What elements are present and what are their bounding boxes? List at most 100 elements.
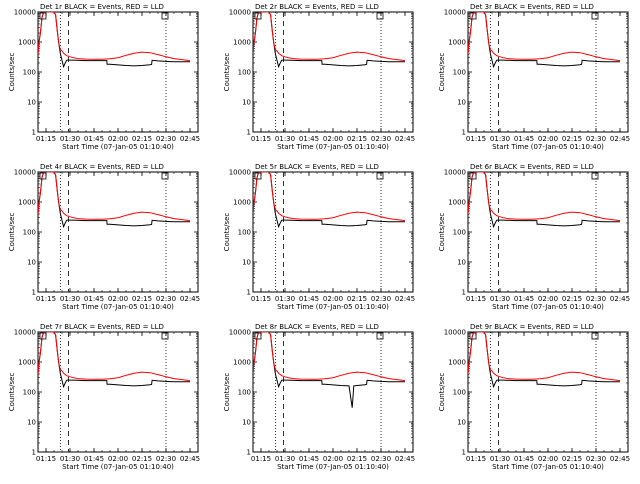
lld-series-line — [468, 12, 621, 62]
lld-series-line — [38, 332, 191, 382]
y-tick-label: 1000 — [18, 359, 36, 367]
x-tick-label: 01:30 — [60, 295, 80, 303]
panel-title: Det 5r BLACK = Events, RED = LLD — [255, 163, 379, 171]
events-series-line — [468, 172, 620, 229]
y-tick-label: 10 — [27, 99, 36, 107]
y-tick-label: 10000 — [14, 9, 36, 17]
y-tick-label: 100 — [23, 229, 36, 237]
y-tick-label: 10 — [27, 259, 36, 267]
axes-frame — [37, 11, 199, 133]
x-axis-label: Start Time (07-Jan-05 01:10:40) — [277, 463, 389, 471]
x-tick-label: 01:15 — [251, 455, 271, 463]
y-axis-label: Counts/sec — [223, 213, 231, 252]
x-tick-label: 01:15 — [251, 295, 271, 303]
lld-series-line — [468, 332, 621, 382]
x-axis-label: Start Time (07-Jan-05 01:10:40) — [62, 143, 174, 151]
y-tick-label: 10000 — [444, 169, 466, 177]
y-tick-label: 10 — [27, 419, 36, 427]
panel-title: Det 9r BLACK = Events, RED = LLD — [470, 323, 594, 331]
y-tick-label: 10000 — [229, 329, 251, 337]
y-tick-label: 100 — [453, 389, 466, 397]
y-tick-label: 1 — [32, 449, 36, 457]
y-axis-label: Counts/sec — [438, 213, 446, 252]
y-tick-label: 1000 — [18, 199, 36, 207]
x-tick-label: 01:45 — [514, 455, 534, 463]
y-tick-label: 1000 — [448, 359, 466, 367]
x-tick-label: 02:45 — [610, 135, 630, 143]
y-axis-label: Counts/sec — [8, 53, 16, 92]
saturation-marker — [161, 332, 169, 340]
x-tick-label: 01:15 — [36, 295, 56, 303]
x-tick-label: 02:30 — [586, 455, 606, 463]
panel: Det 3r BLACK = Events, RED = LLD 1 10 100 10… — [438, 3, 630, 151]
y-tick-label: 1 — [247, 289, 251, 297]
saturation-marker — [591, 172, 599, 180]
x-tick-label: 02:00 — [323, 455, 343, 463]
x-axis-label: Start Time (07-Jan-05 01:10:40) — [62, 303, 174, 311]
y-tick-label: 1000 — [233, 199, 251, 207]
x-tick-label: 01:45 — [84, 295, 104, 303]
y-tick-label: 100 — [238, 69, 251, 77]
y-axis-label: Counts/sec — [8, 213, 16, 252]
x-tick-label: 01:30 — [490, 295, 510, 303]
y-tick-label: 100 — [453, 69, 466, 77]
y-tick-label: 10000 — [14, 169, 36, 177]
x-tick-label: 02:15 — [347, 295, 367, 303]
y-tick-label: 1000 — [233, 39, 251, 47]
saturation-marker — [39, 12, 47, 20]
x-tick-label: 01:15 — [36, 455, 56, 463]
panel: Det 6r BLACK = Events, RED = LLD 1 10 100 10… — [438, 163, 630, 311]
events-series-line — [38, 332, 190, 389]
y-tick-label: 10 — [457, 419, 466, 427]
y-tick-label: 1 — [462, 449, 466, 457]
y-tick-label: 1 — [247, 129, 251, 137]
x-tick-label: 01:15 — [251, 135, 271, 143]
saturation-marker — [39, 172, 47, 180]
y-tick-label: 100 — [238, 229, 251, 237]
events-series-line — [468, 332, 620, 389]
panel: Det 5r BLACK = Events, RED = LLD 1 10 100 10… — [223, 163, 415, 311]
x-axis-label: Start Time (07-Jan-05 01:10:40) — [277, 143, 389, 151]
panel-title: Det 4r BLACK = Events, RED = LLD — [40, 163, 164, 171]
axes-frame — [252, 331, 414, 453]
panel-title: Det 2r BLACK = Events, RED = LLD — [255, 3, 379, 11]
axes-frame — [467, 11, 629, 133]
x-tick-label: 01:45 — [84, 455, 104, 463]
events-series-line — [253, 172, 405, 229]
y-axis-label: Counts/sec — [438, 373, 446, 412]
x-tick-label: 01:30 — [490, 135, 510, 143]
x-tick-label: 01:30 — [60, 135, 80, 143]
y-tick-label: 100 — [23, 389, 36, 397]
x-tick-label: 02:15 — [562, 455, 582, 463]
events-series-line — [468, 12, 620, 69]
x-tick-label: 01:30 — [275, 135, 295, 143]
y-tick-label: 1000 — [18, 39, 36, 47]
y-tick-label: 100 — [238, 389, 251, 397]
panel: Det 9r BLACK = Events, RED = LLD 1 10 100 10… — [438, 323, 630, 471]
saturation-marker — [161, 12, 169, 20]
x-tick-label: 01:45 — [514, 295, 534, 303]
saturation-marker — [161, 172, 169, 180]
saturation-marker — [254, 332, 262, 340]
y-axis-label: Counts/sec — [223, 53, 231, 92]
y-tick-label: 10 — [457, 259, 466, 267]
saturation-marker — [376, 12, 384, 20]
y-tick-label: 1000 — [448, 39, 466, 47]
x-tick-label: 02:30 — [371, 135, 391, 143]
panel: Det 4r BLACK = Events, RED = LLD 1 10 100 10… — [8, 163, 200, 311]
x-tick-label: 02:45 — [395, 295, 415, 303]
x-tick-label: 02:45 — [610, 295, 630, 303]
y-tick-label: 10 — [242, 419, 251, 427]
events-series-line — [38, 12, 190, 69]
y-axis-label: Counts/sec — [438, 53, 446, 92]
x-tick-label: 02:45 — [180, 135, 200, 143]
events-series-line — [253, 332, 405, 408]
lld-series-line — [38, 172, 191, 222]
x-tick-label: 02:45 — [610, 455, 630, 463]
x-tick-label: 02:30 — [371, 455, 391, 463]
y-tick-label: 10 — [457, 99, 466, 107]
saturation-marker — [254, 172, 262, 180]
x-tick-label: 01:45 — [299, 455, 319, 463]
x-tick-label: 02:15 — [562, 295, 582, 303]
